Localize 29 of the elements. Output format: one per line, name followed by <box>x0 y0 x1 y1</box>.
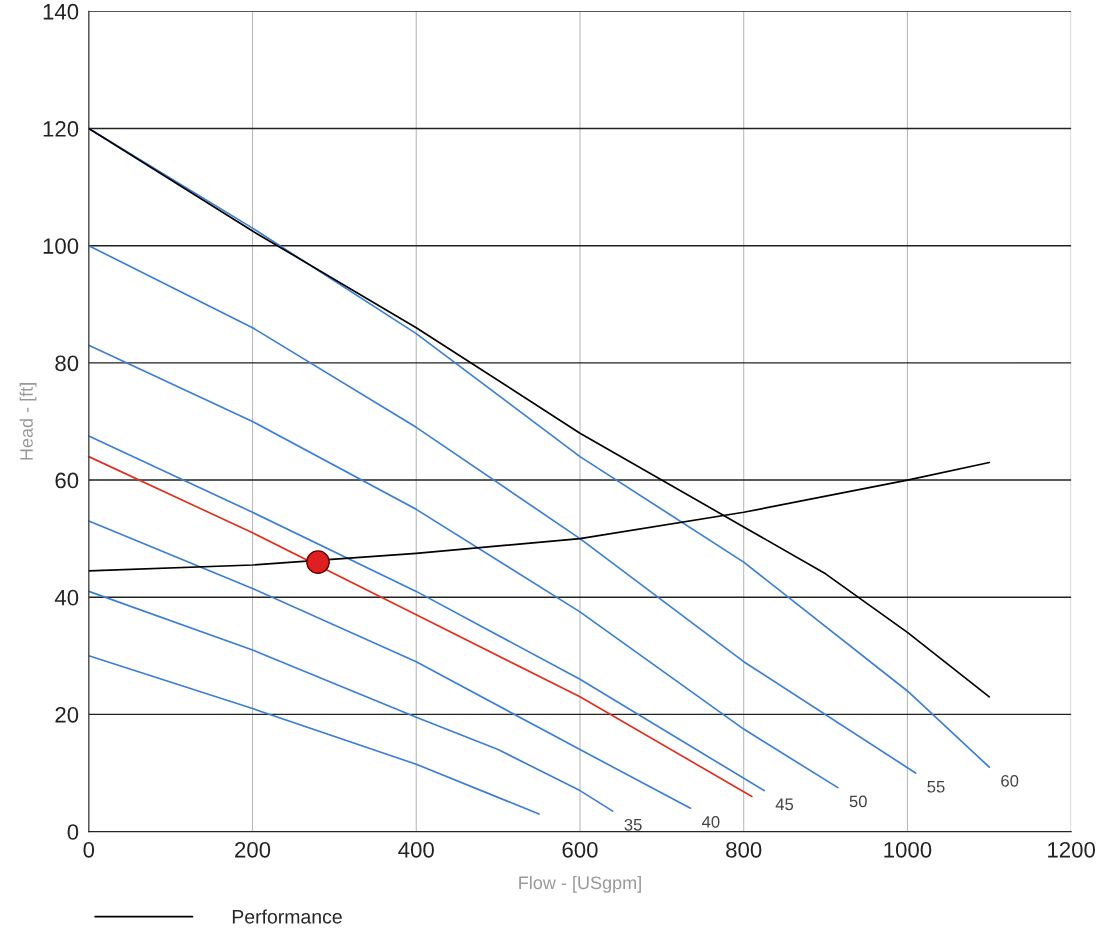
x-tick-label: 0 <box>83 841 95 858</box>
x-axis-title: Flow - [USgpm] <box>519 875 641 893</box>
text: Performance <box>232 909 342 924</box>
series-label: 40 <box>701 815 720 828</box>
line-series <box>88 590 614 812</box>
line-series <box>88 344 839 789</box>
x-tick-label: 400 <box>398 841 434 858</box>
line-series <box>88 654 540 815</box>
series-label: 60 <box>1001 774 1019 787</box>
x-tick-label: 1000 <box>884 841 932 858</box>
series-label: 50 <box>849 795 867 808</box>
x-tick-label: 200 <box>235 841 271 858</box>
series-label: 55 <box>927 780 945 793</box>
y-tick-label: 0 <box>67 824 79 840</box>
y-tick-label: 40 <box>54 589 79 606</box>
line-series <box>88 244 917 774</box>
y-axis-title: Head - [ft] <box>19 383 37 460</box>
x-tick-label: 1200 <box>1048 841 1095 858</box>
series-label: 35 <box>624 818 642 831</box>
y-tick-label: 100 <box>43 238 79 254</box>
x-tick-label: 800 <box>726 841 762 858</box>
line-series <box>88 520 692 809</box>
y-tick-label: 140 <box>43 3 79 20</box>
y-tick-label: 20 <box>55 706 79 723</box>
x-tick-label: 600 <box>562 841 598 858</box>
y-tick-label: 80 <box>55 355 79 372</box>
y-tick-label: 60 <box>55 472 79 489</box>
series-label: 45 <box>775 798 794 811</box>
y-tick-label: 120 <box>43 121 79 137</box>
